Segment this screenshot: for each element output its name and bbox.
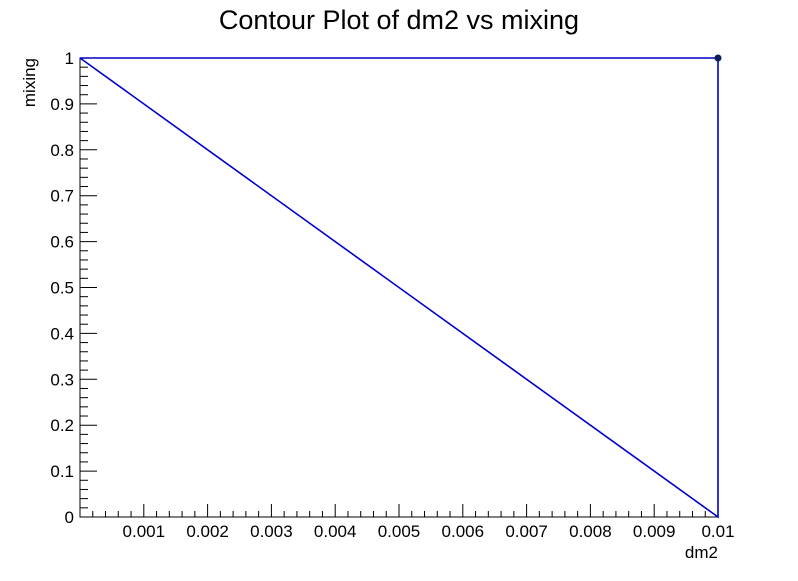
x-axis-label: dm2 (685, 543, 718, 562)
chart-title: Contour Plot of dm2 vs mixing (219, 5, 579, 35)
y-tick-label: 0.5 (50, 279, 74, 298)
y-tick-label: 0 (65, 508, 74, 527)
y-tick-label: 0.2 (50, 416, 74, 435)
x-tick-label: 0.003 (250, 522, 293, 541)
y-tick-label: 0.3 (50, 370, 74, 389)
y-axis-label: mixing (20, 58, 39, 107)
y-tick-label: 0.8 (50, 141, 74, 160)
x-tick-label: 0.009 (633, 522, 676, 541)
y-tick-label: 0.4 (50, 324, 74, 343)
y-tick-label: 0.1 (50, 462, 74, 481)
x-tick-label: 0.006 (442, 522, 485, 541)
data-point-marker (714, 54, 722, 62)
y-tick-label: 1 (65, 49, 74, 68)
x-tick-label: 0.005 (378, 522, 421, 541)
axes-layer: 0.001 0.002 0.003 0.004 0.005 0.006 0.007 0.008… (50, 49, 734, 541)
y-tick-label: 0.7 (50, 187, 74, 206)
x-tick-label: 0.007 (505, 522, 548, 541)
contour-line (79, 57, 719, 519)
x-tick-label: 0.004 (314, 522, 357, 541)
y-tick-label: 0.6 (50, 233, 74, 252)
x-tick-label: 0.008 (569, 522, 612, 541)
x-tick-label: 0.001 (123, 522, 166, 541)
data-layer (79, 54, 722, 519)
y-tick-label: 0.9 (50, 95, 74, 114)
x-tick-label: 0.01 (701, 522, 734, 541)
x-tick-label: 0.002 (186, 522, 229, 541)
